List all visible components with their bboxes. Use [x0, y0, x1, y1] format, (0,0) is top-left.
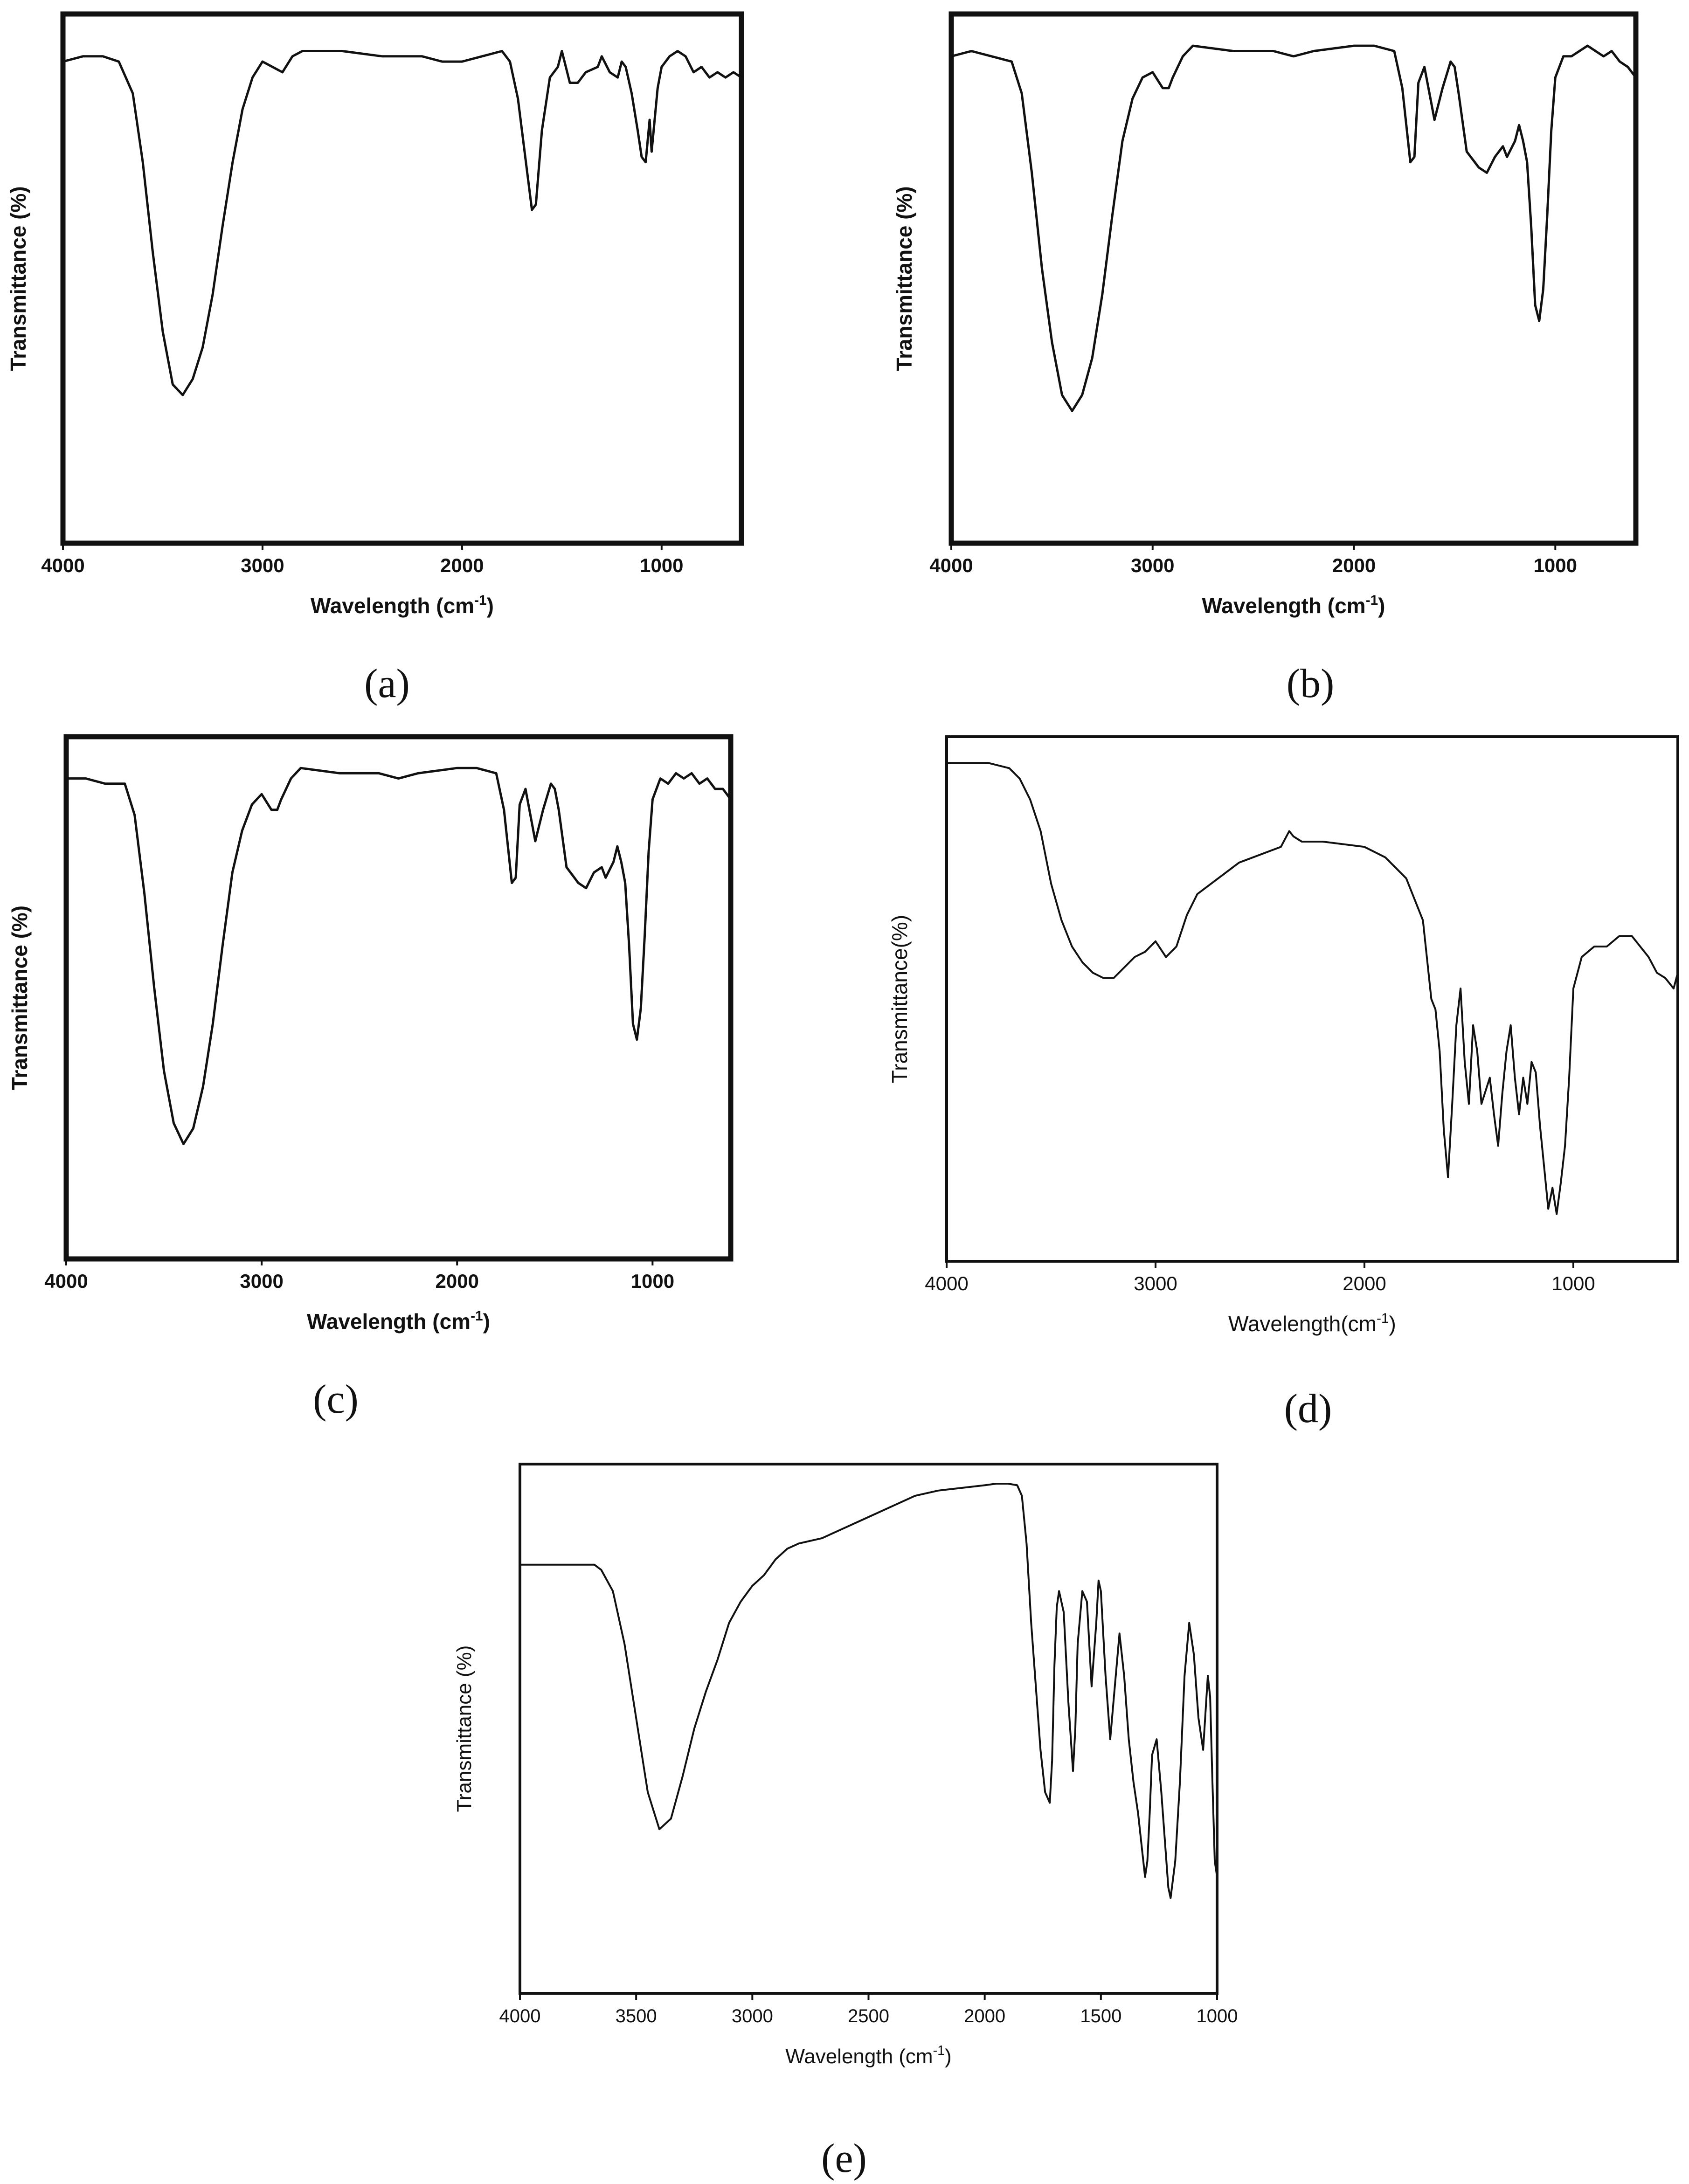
x-tick-label: 4000: [41, 554, 84, 576]
spectrum-line: [946, 762, 1679, 1215]
x-tick-label: 4000: [44, 1270, 88, 1292]
x-tick-label: 2000: [440, 554, 484, 576]
panel-label: (b): [1287, 661, 1335, 706]
x-tick-label: 1500: [1080, 2006, 1121, 2026]
y-axis-label: Transmittance(%): [887, 915, 912, 1083]
x-tick-label: 3500: [616, 2006, 657, 2026]
x-tick-label: 2000: [1332, 554, 1376, 576]
panel-label: (e): [821, 2136, 867, 2181]
spectrum-line: [65, 767, 732, 1146]
plot-frame: [60, 11, 744, 546]
chart-panel-5: 4000 3500 3000 2500 2000 1500 1000 Wavelength (…: [453, 1463, 1238, 2181]
y-axis-label: Transmittance (%): [453, 1645, 476, 1812]
x-axis-label: Wavelength (cm-1): [311, 593, 494, 618]
x-axis-label: Wavelength (cm-1): [1202, 593, 1385, 618]
x-tick-label: 4000: [499, 2006, 541, 2026]
x-tick-label: 2000: [964, 2006, 1005, 2026]
y-axis-label: Transmittance (%): [892, 186, 916, 371]
x-tick-label: 3000: [732, 2006, 773, 2026]
chart-panel-3: 4000 3000 2000 1000 Wavelength (cm-1) Transmi…: [7, 734, 734, 1422]
plot-frame: [63, 734, 734, 1262]
x-tick-label: 3000: [241, 554, 284, 576]
x-tick-label: 1000: [1551, 1272, 1595, 1294]
x-tick-label: 3000: [1134, 1272, 1177, 1294]
chart-panel-1: 4000 3000 2000 1000 Wavelength (cm-1) Transmi…: [6, 11, 744, 706]
x-tick-label: 2500: [848, 2006, 889, 2026]
x-axis-label: Wavelength(cm-1): [1228, 1311, 1396, 1336]
x-tick-label: 2000: [436, 1270, 479, 1292]
x-tick-label: 3000: [240, 1270, 283, 1292]
x-tick-label: 4000: [929, 554, 973, 576]
plot-frame: [945, 735, 1679, 1263]
x-tick-label: 4000: [925, 1272, 968, 1294]
x-tick-label: 1000: [1534, 554, 1577, 576]
x-tick-label: 1000: [631, 1270, 674, 1292]
x-tick-label: 1000: [640, 554, 683, 576]
spectrum-line: [519, 1483, 1218, 1899]
plot-frame: [948, 11, 1639, 546]
spectrum-line: [62, 50, 743, 396]
x-tick-label: 2000: [1343, 1272, 1386, 1294]
panel-label: (a): [364, 661, 410, 706]
x-axis-label: Wavelength (cm-1): [307, 1308, 490, 1334]
panel-label: (c): [313, 1377, 359, 1422]
chart-panel-2: 4000 3000 2000 1000 Wavelength (cm-1) Transmi…: [892, 11, 1639, 706]
y-axis-label: Transmittance (%): [7, 905, 32, 1090]
y-axis-label: Transmittance (%): [6, 186, 30, 371]
x-tick-label: 1000: [1197, 2006, 1238, 2026]
x-tick-label: 3000: [1131, 554, 1174, 576]
spectrum-line: [950, 44, 1637, 412]
panel-label: (d): [1284, 1386, 1332, 1431]
chart-panel-4: 4000 3000 2000 1000 Wavelength(cm-1) Transmit…: [887, 735, 1679, 1431]
x-axis-label: Wavelength (cm-1): [785, 2043, 951, 2068]
